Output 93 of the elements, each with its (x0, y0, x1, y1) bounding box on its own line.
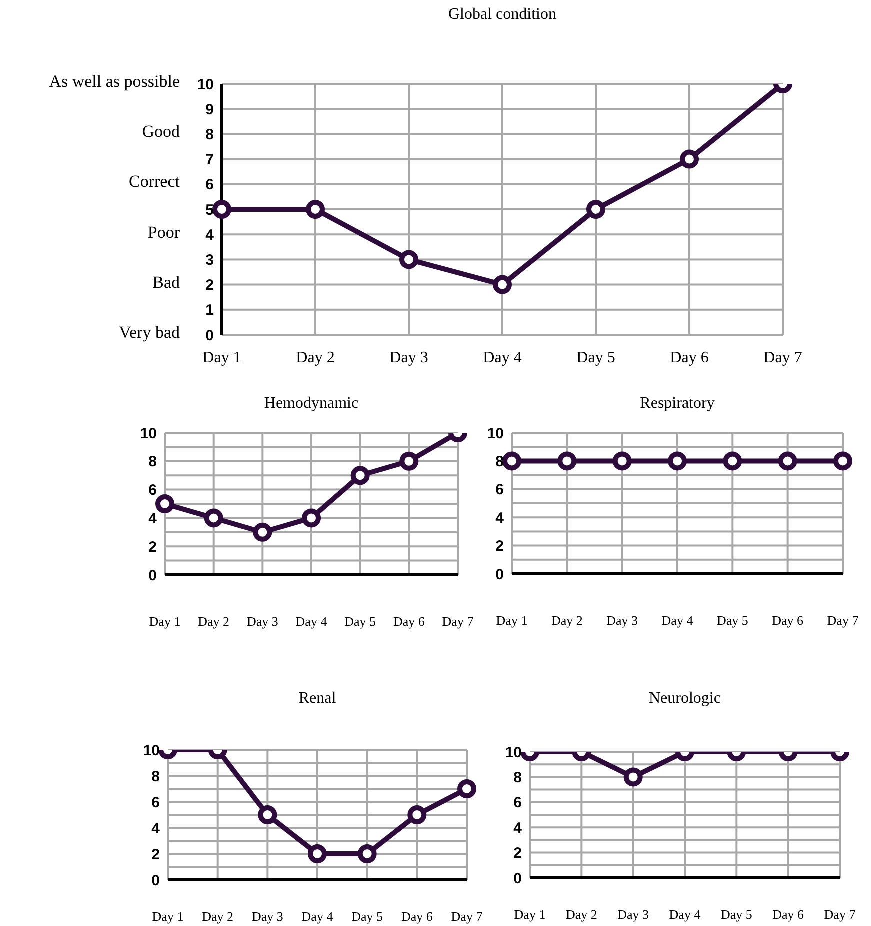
point (493, 275, 512, 294)
x-tick-label: Day 5 (720, 907, 752, 922)
y-tick-label: 7 (206, 152, 214, 169)
point (156, 494, 174, 514)
y-tick-label: 10 (487, 425, 504, 442)
chart-title: Hemodynamic (263, 395, 360, 413)
y-tick-label: 4 (514, 820, 523, 837)
point (253, 522, 272, 542)
y-tick-label: 0 (148, 567, 157, 584)
x-tick-label: Day 7 (824, 907, 856, 922)
x-tick-label: Day 7 (764, 349, 802, 366)
y-tick-label: 2 (148, 538, 157, 556)
text: Good (142, 122, 180, 142)
x-tick-label: Day 3 (252, 909, 284, 924)
x-tick-label: Day 5 (716, 613, 748, 628)
y-tick-label: 2 (514, 845, 522, 862)
y-tick-label: 6 (514, 794, 522, 812)
x-tick-label: Day 5 (352, 909, 384, 924)
point (400, 452, 419, 471)
x-tick-label: Day 4 (669, 907, 702, 922)
y-tick-label: 10 (140, 425, 157, 442)
x-tick-label: Day 1 (149, 614, 181, 630)
x-tick-label: Day 3 (390, 349, 428, 366)
x-tick-label: Day 2 (566, 907, 598, 922)
x-tick-label: Day 3 (618, 907, 650, 922)
chart-title: Renal (298, 690, 338, 708)
y-tick-label: 0 (514, 870, 522, 888)
x-tick-label: Day 5 (576, 349, 616, 366)
text: As well as possible (49, 72, 180, 92)
chart-title: Global condition (448, 6, 558, 24)
y-tick-label: 4 (496, 510, 505, 527)
x-tick-label: Day 6 (401, 909, 434, 924)
point (302, 508, 321, 528)
y-tick-label: 4 (206, 226, 215, 244)
y-tick-label: 8 (152, 768, 160, 786)
x-tick-label: Day 3 (246, 614, 278, 630)
x-tick-label: Day 2 (551, 613, 583, 628)
chart-title: Neurologic (648, 690, 722, 708)
y-tick-label: 2 (496, 538, 504, 556)
point (680, 150, 699, 169)
y-tick-label: 0 (152, 872, 160, 890)
point (306, 200, 325, 219)
point (212, 200, 232, 219)
x-tick-label: Day 3 (606, 613, 638, 628)
y-tick-label: 10 (505, 744, 522, 762)
y-tick-label: 6 (148, 482, 157, 500)
y-tick-label: 5 (206, 202, 214, 219)
x-tick-label: Day 2 (296, 349, 335, 366)
y-tick-label: 8 (206, 126, 214, 144)
x-tick-label: Day 6 (772, 907, 805, 922)
y-tick-label: 6 (206, 176, 214, 194)
point (204, 508, 224, 528)
x-tick-label: Day 2 (198, 614, 230, 630)
y-tick-label: 6 (152, 794, 160, 812)
text: Poor (148, 222, 180, 243)
y-tick-label: 4 (148, 510, 158, 528)
x-tick-label: Day 6 (670, 349, 709, 366)
y-tick-label: 6 (496, 482, 504, 499)
y-tick-label: 10 (143, 742, 160, 760)
x-tick-label: Day 6 (393, 614, 426, 630)
x-tick-label: Day 2 (202, 909, 234, 924)
y-tick-label: 4 (152, 820, 161, 838)
x-tick-label: Day 4 (483, 349, 522, 366)
x-tick-label: Day 6 (772, 613, 804, 628)
x-tick-label: Day 1 (514, 907, 546, 922)
point (586, 200, 606, 219)
x-tick-label: Day 1 (496, 613, 528, 628)
chart-title: Respiratory (639, 395, 716, 413)
x-tick-label: Day 7 (442, 614, 474, 630)
x-tick-label: Day 1 (152, 909, 184, 924)
y-tick-label: 0 (206, 327, 214, 344)
x-tick-label: Day 7 (451, 909, 484, 924)
y-tick-label: 2 (152, 846, 160, 864)
y-tick-label: 8 (496, 454, 504, 471)
text: Correct (129, 172, 180, 192)
y-tick-label: 3 (206, 252, 214, 270)
x-tick-label: Day 4 (662, 613, 694, 628)
y-tick-label: 1 (206, 302, 214, 320)
x-tick-label: Day 4 (296, 614, 328, 630)
text: Bad (152, 272, 180, 293)
point (350, 466, 370, 486)
y-tick-label: 8 (514, 770, 522, 787)
y-tick-label: 2 (206, 277, 214, 294)
x-tick-label: Day 4 (302, 909, 334, 924)
point (400, 250, 418, 270)
y-tick-label: 0 (496, 566, 504, 584)
text: Very bad (119, 323, 180, 343)
x-tick-label: Day 5 (344, 614, 376, 630)
y-tick-label: 10 (197, 76, 214, 94)
y-tick-label: 8 (148, 454, 157, 471)
x-tick-label: Day 7 (827, 613, 860, 628)
x-tick-label: Day 1 (202, 349, 242, 366)
y-tick-label: 9 (206, 101, 214, 118)
